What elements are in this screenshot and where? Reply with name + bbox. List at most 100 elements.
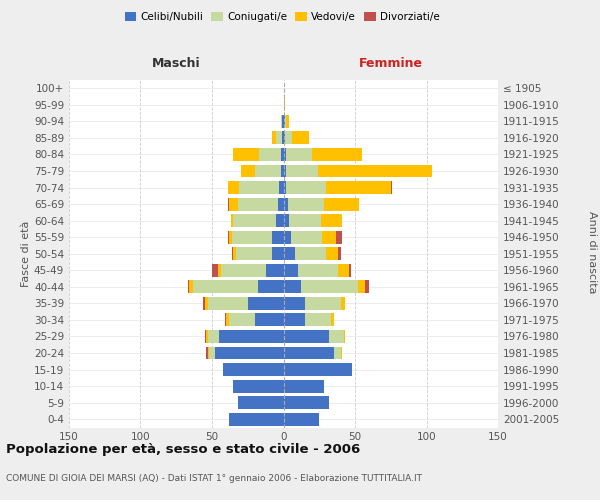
Y-axis label: Fasce di età: Fasce di età — [21, 220, 31, 287]
Bar — [205, 297, 208, 310]
Bar — [284, 164, 286, 177]
Bar — [284, 396, 329, 409]
Bar — [272, 230, 284, 243]
Bar — [208, 330, 219, 343]
Bar — [233, 248, 236, 260]
Bar — [241, 164, 255, 177]
Bar — [228, 230, 229, 243]
Bar — [272, 132, 277, 144]
Bar — [341, 297, 345, 310]
Bar — [365, 280, 370, 293]
Bar — [331, 314, 334, 326]
Bar — [239, 181, 279, 194]
Bar — [326, 181, 391, 194]
Bar — [284, 230, 290, 243]
Bar — [284, 314, 305, 326]
Bar — [323, 198, 359, 210]
Bar — [228, 181, 239, 194]
Text: Femmine: Femmine — [359, 57, 423, 70]
Bar — [225, 314, 226, 326]
Bar — [236, 248, 272, 260]
Bar — [278, 198, 284, 210]
Bar — [229, 230, 232, 243]
Bar — [226, 314, 229, 326]
Bar — [233, 380, 284, 392]
Bar — [295, 248, 326, 260]
Text: COMUNE DI GIOIA DEI MARSI (AQ) - Dati ISTAT 1° gennaio 2006 - Elaborazione TUTTI: COMUNE DI GIOIA DEI MARSI (AQ) - Dati IS… — [6, 474, 422, 483]
Text: Popolazione per età, sesso e stato civile - 2006: Popolazione per età, sesso e stato civil… — [6, 442, 360, 456]
Bar — [285, 115, 286, 128]
Bar — [358, 280, 365, 293]
Bar — [229, 413, 284, 426]
Bar — [284, 115, 285, 128]
Bar — [284, 413, 319, 426]
Bar — [290, 230, 322, 243]
Bar — [206, 346, 208, 360]
Bar — [232, 230, 272, 243]
Bar — [215, 346, 284, 360]
Bar — [391, 181, 392, 194]
Bar — [338, 248, 341, 260]
Bar — [229, 314, 255, 326]
Bar — [208, 346, 209, 360]
Bar — [205, 330, 206, 343]
Bar — [284, 214, 289, 227]
Bar — [285, 132, 292, 144]
Bar — [286, 164, 318, 177]
Bar — [212, 264, 218, 277]
Bar — [189, 280, 193, 293]
Bar — [258, 280, 284, 293]
Legend: Celibi/Nubili, Coniugati/e, Vedovi/e, Divorziati/e: Celibi/Nubili, Coniugati/e, Vedovi/e, Di… — [121, 8, 443, 26]
Bar — [284, 132, 285, 144]
Bar — [349, 264, 351, 277]
Bar — [284, 98, 285, 112]
Bar — [229, 198, 238, 210]
Bar — [284, 181, 286, 194]
Bar — [298, 264, 338, 277]
Text: Anni di nascita: Anni di nascita — [587, 211, 597, 294]
Bar — [284, 248, 295, 260]
Bar — [337, 230, 342, 243]
Bar — [289, 214, 320, 227]
Bar — [232, 248, 233, 260]
Bar — [284, 363, 352, 376]
Bar — [301, 280, 358, 293]
Bar — [281, 164, 284, 177]
Bar — [282, 132, 284, 144]
Bar — [281, 148, 284, 161]
Bar — [238, 396, 284, 409]
Bar — [312, 148, 362, 161]
Bar — [208, 297, 248, 310]
Bar — [282, 115, 284, 128]
Bar — [286, 115, 289, 128]
Bar — [233, 148, 259, 161]
Bar — [272, 248, 284, 260]
Bar — [284, 280, 301, 293]
Bar — [318, 164, 432, 177]
Bar — [233, 214, 277, 227]
Bar — [277, 214, 284, 227]
Text: Maschi: Maschi — [152, 57, 200, 70]
Bar — [284, 346, 334, 360]
Bar — [279, 181, 284, 194]
Bar — [288, 198, 323, 210]
Bar — [284, 264, 298, 277]
Bar — [292, 132, 309, 144]
Bar — [284, 380, 323, 392]
Bar — [334, 346, 341, 360]
Bar — [341, 346, 342, 360]
Bar — [238, 198, 278, 210]
Bar — [286, 148, 312, 161]
Bar — [284, 198, 288, 210]
Bar — [329, 330, 344, 343]
Bar — [228, 198, 229, 210]
Bar — [322, 230, 337, 243]
Bar — [305, 297, 341, 310]
Bar — [286, 181, 326, 194]
Bar — [248, 297, 284, 310]
Bar — [277, 132, 282, 144]
Bar — [344, 330, 345, 343]
Bar — [188, 280, 189, 293]
Bar — [305, 314, 331, 326]
Bar — [338, 264, 349, 277]
